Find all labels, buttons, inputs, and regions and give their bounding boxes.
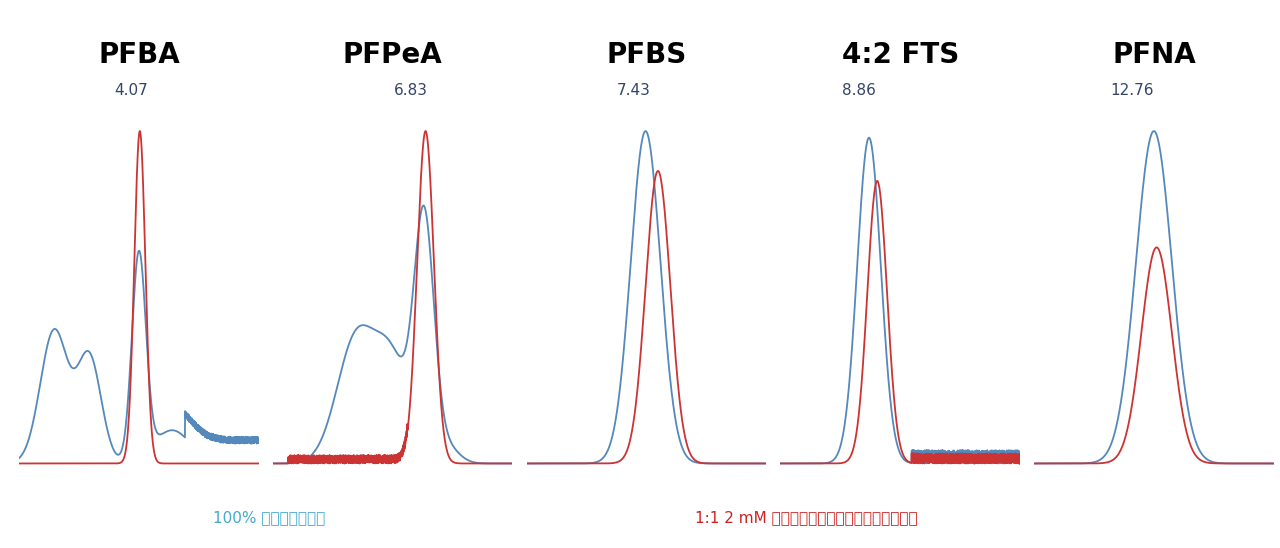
Title: PFBA: PFBA [99,41,179,69]
Text: 6.83: 6.83 [394,83,428,98]
Title: PFPeA: PFPeA [343,41,443,69]
Title: PFNA: PFNA [1112,41,1196,69]
Title: PFBS: PFBS [607,41,686,69]
Text: 8.86: 8.86 [842,83,876,98]
Text: 12.76: 12.76 [1110,83,1153,98]
Title: 4:2 FTS: 4:2 FTS [841,41,959,69]
Text: 7.43: 7.43 [617,83,652,98]
Text: 1:1 2 mM 酢酸アンモニウム：アセトニトリル: 1:1 2 mM 酢酸アンモニウム：アセトニトリル [695,510,918,526]
Text: 100% アセトニトリル: 100% アセトニトリル [212,510,325,526]
Text: 4.07: 4.07 [115,83,148,98]
